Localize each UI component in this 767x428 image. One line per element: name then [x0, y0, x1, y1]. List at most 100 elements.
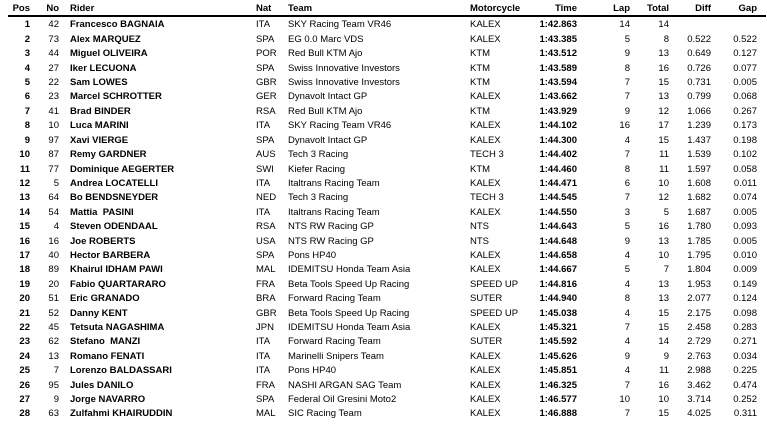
table-row: 28 63 Zulfahmi KHAIRUDDIN MAL SIC Racing…: [0, 407, 757, 421]
cell-rider: Steven ODENDAAL: [70, 221, 158, 233]
cell-rider: Miguel OLIVEIRA: [70, 48, 148, 60]
cell-rider: Xavi VIERGE: [70, 134, 129, 146]
cell-lap: 16: [619, 120, 630, 132]
cell-nat: AUS: [256, 149, 276, 161]
cell-diff: 1.687: [687, 206, 711, 218]
cell-lap: 4: [624, 249, 630, 261]
cell-pos: 4: [24, 62, 30, 74]
cell-gap: 0.225: [733, 365, 757, 377]
cell-lap: 4: [624, 278, 630, 290]
column-header-diff: Diff: [695, 2, 711, 14]
cell-gap: 0.283: [733, 321, 757, 333]
cell-team: IDEMITSU Honda Team Asia: [288, 264, 411, 276]
cell-diff: 1.785: [687, 235, 711, 247]
cell-motorcycle: KALEX: [470, 394, 501, 406]
cell-motorcycle: KTM: [470, 62, 491, 74]
cell-total: 12: [658, 192, 669, 204]
cell-gap: 0.311: [733, 408, 757, 420]
cell-lap: 5: [624, 221, 630, 233]
cell-time: 1:44.102: [539, 120, 577, 132]
cell-pos: 19: [19, 278, 30, 290]
cell-time: 1:44.658: [539, 249, 577, 261]
cell-diff: 1.437: [687, 134, 711, 146]
cell-gap: 0.005: [733, 77, 757, 89]
cell-time: 1:44.471: [539, 177, 577, 189]
cell-team: Tech 3 Racing: [288, 149, 349, 161]
cell-total: 11: [659, 365, 669, 377]
cell-pos: 28: [19, 408, 30, 420]
cell-team: EG 0.0 Marc VDS: [288, 33, 364, 45]
cell-team: Tech 3 Racing: [288, 192, 349, 204]
cell-motorcycle: KTM: [470, 163, 491, 175]
cell-motorcycle: KALEX: [470, 408, 501, 420]
table-row: 17 40 Hector BARBERA SPA Pons HP40 KALEX…: [0, 249, 757, 263]
cell-total: 15: [658, 408, 669, 420]
cell-diff: 2.077: [687, 293, 711, 305]
table-row: 27 9 Jorge NAVARRO SPA Federal Oil Gresi…: [0, 393, 757, 407]
table-row: 2 73 Alex MARQUEZ SPA EG 0.0 Marc VDS KA…: [0, 32, 757, 46]
cell-motorcycle: KALEX: [470, 365, 501, 377]
cell-time: 1:45.321: [539, 321, 577, 333]
cell-gap: 0.267: [733, 105, 757, 117]
table-row: 20 51 Eric GRANADO BRA Forward Racing Te…: [0, 292, 757, 306]
cell-total: 10: [658, 249, 669, 261]
cell-no: 44: [48, 48, 59, 60]
table-row: 10 87 Remy GARDNER AUS Tech 3 Racing TEC…: [0, 148, 757, 162]
table-row: 8 10 Luca MARINI ITA SKY Racing Team VR4…: [0, 119, 757, 133]
cell-rider: Eric GRANADO: [70, 293, 140, 305]
cell-team: NTS RW Racing GP: [288, 221, 374, 233]
cell-diff: 1.953: [687, 278, 711, 290]
cell-motorcycle: KALEX: [470, 321, 501, 333]
cell-nat: POR: [256, 48, 277, 60]
cell-time: 1:43.385: [539, 33, 577, 45]
cell-pos: 25: [19, 365, 30, 377]
column-header-gap: Gap: [738, 2, 757, 14]
cell-motorcycle: KALEX: [470, 120, 501, 132]
cell-time: 1:45.038: [539, 307, 577, 319]
cell-motorcycle: KALEX: [470, 177, 501, 189]
cell-diff: 1.780: [687, 221, 711, 233]
table-row: 18 89 Khairul IDHAM PAWI MAL IDEMITSU Ho…: [0, 263, 757, 277]
cell-motorcycle: KALEX: [470, 91, 501, 103]
cell-total: 5: [663, 206, 669, 218]
cell-nat: ITA: [256, 350, 271, 362]
cell-time: 1:43.589: [539, 62, 577, 74]
cell-gap: 0.474: [733, 379, 757, 391]
cell-pos: 17: [19, 249, 30, 261]
cell-lap: 6: [624, 177, 630, 189]
cell-lap: 10: [619, 394, 630, 406]
cell-pos: 5: [24, 77, 30, 89]
cell-gap: 0.005: [733, 206, 757, 218]
cell-total: 13: [658, 235, 669, 247]
cell-time: 1:46.325: [539, 379, 577, 391]
table-row: 16 16 Joe ROBERTS USA NTS RW Racing GP N…: [0, 234, 757, 248]
cell-no: 40: [48, 249, 59, 261]
cell-total: 9: [663, 350, 669, 362]
cell-gap: 0.522: [733, 33, 757, 45]
cell-gap: 0.034: [733, 350, 757, 362]
cell-team: SKY Racing Team VR46: [288, 19, 392, 31]
cell-pos: 26: [19, 379, 30, 391]
cell-pos: 21: [19, 307, 30, 319]
cell-total: 11: [659, 149, 669, 161]
cell-diff: 1.597: [687, 163, 711, 175]
cell-diff: 0.649: [687, 48, 711, 60]
cell-lap: 9: [624, 105, 630, 117]
cell-no: 41: [48, 105, 59, 117]
cell-no: 87: [48, 149, 59, 161]
cell-total: 15: [658, 321, 669, 333]
cell-pos: 6: [24, 91, 30, 103]
cell-total: 15: [658, 307, 669, 319]
cell-motorcycle: KALEX: [470, 350, 501, 362]
cell-no: 4: [53, 221, 59, 233]
cell-motorcycle: KALEX: [470, 379, 501, 391]
cell-lap: 4: [624, 365, 630, 377]
cell-no: 73: [48, 33, 59, 45]
header-divider: [8, 15, 766, 17]
cell-motorcycle: KALEX: [470, 264, 501, 276]
cell-no: 7: [53, 365, 59, 377]
table-row: 1 42 Francesco BAGNAIA ITA SKY Racing Te…: [0, 18, 757, 32]
cell-lap: 7: [624, 77, 630, 89]
cell-no: 13: [48, 350, 59, 362]
cell-team: Dynavolt Intact GP: [288, 91, 368, 103]
